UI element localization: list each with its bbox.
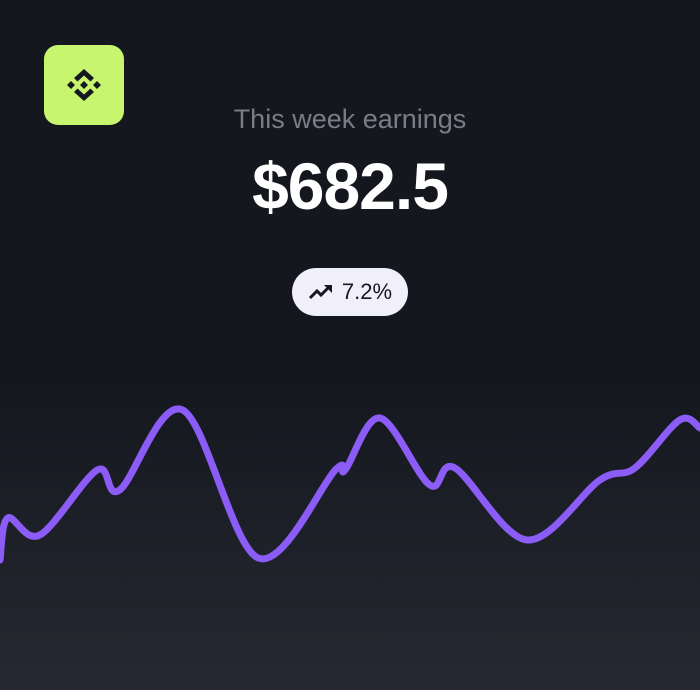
logo <box>44 45 124 125</box>
change-badge: 7.2% <box>292 268 408 316</box>
change-value: 7.2% <box>341 279 393 304</box>
series-line <box>0 405 700 564</box>
earnings-amount: $682.5 <box>252 149 449 223</box>
binance-diamond-icon <box>67 69 101 101</box>
trending-up-icon <box>308 285 332 300</box>
earnings-label: This week earnings <box>233 104 467 134</box>
